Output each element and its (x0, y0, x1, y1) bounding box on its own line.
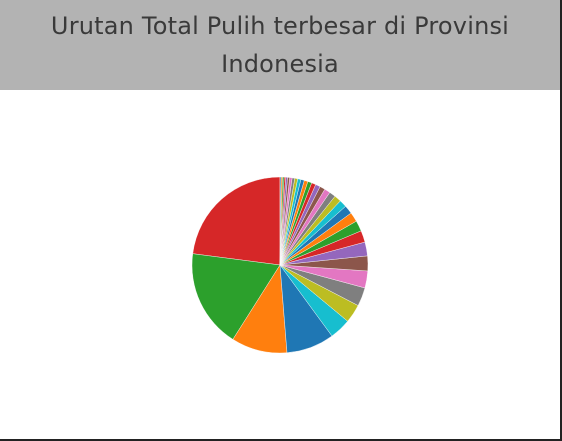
chart-title: Urutan Total Pulih terbesar di Provinsi … (50, 12, 510, 78)
pie-slice-34[interactable] (279, 176, 282, 266)
pie-slice-1[interactable] (192, 176, 281, 266)
pie-slice-2[interactable] (191, 253, 281, 340)
pie-chart (191, 176, 369, 354)
chart-area (0, 90, 560, 439)
pie-slices (191, 176, 369, 354)
title-bar: Urutan Total Pulih terbesar di Provinsi … (0, 0, 560, 90)
